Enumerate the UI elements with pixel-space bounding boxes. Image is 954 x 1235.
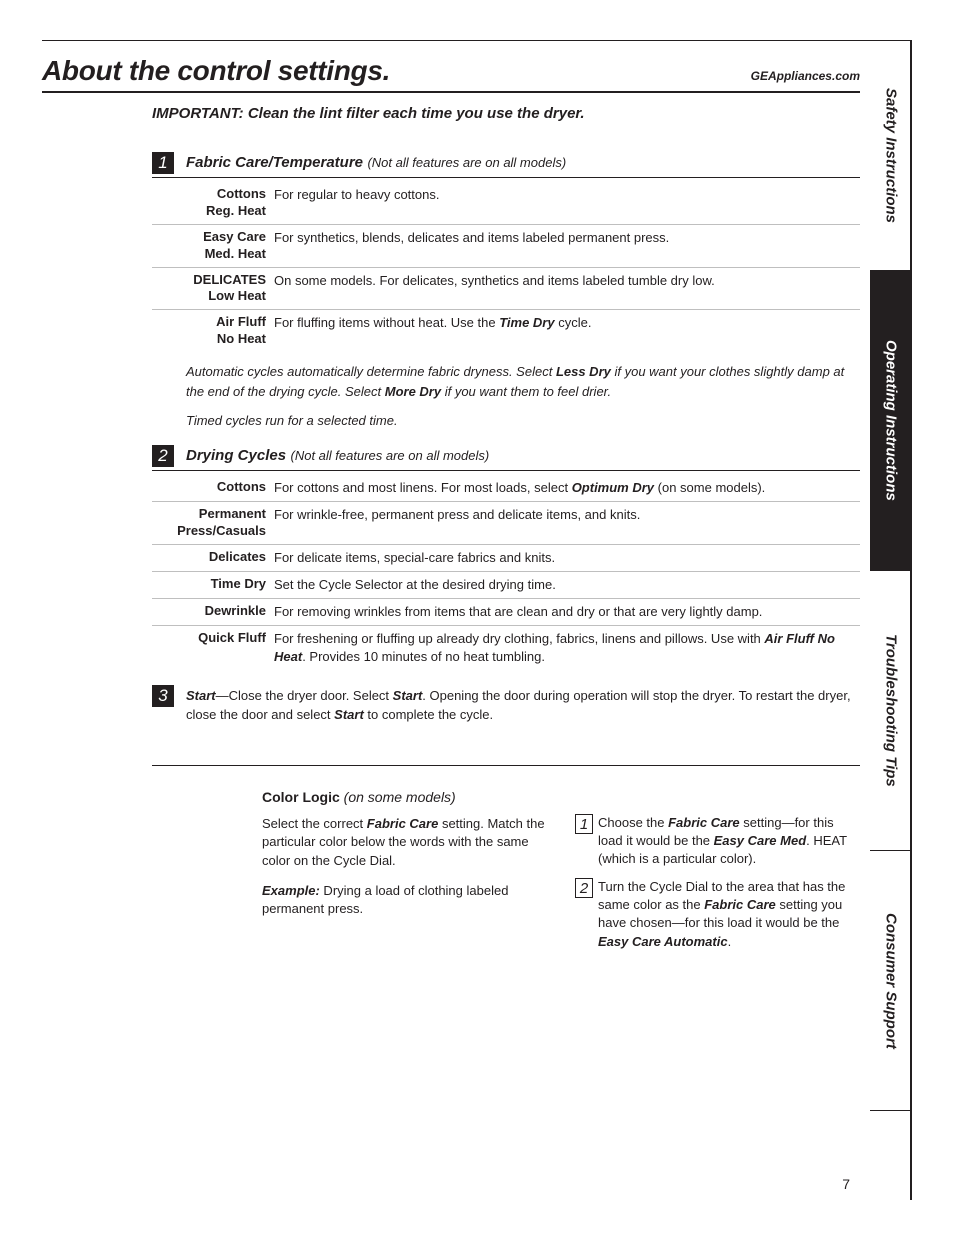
rows-container: CottonsFor cottons and most linens. For … bbox=[152, 475, 860, 671]
section-fabric-care: 1 Fabric Care/Temperature (Not all featu… bbox=[152, 152, 860, 431]
page-title: About the control settings. bbox=[42, 55, 390, 87]
setting-row: Permanent Press/CasualsFor wrinkle-free,… bbox=[152, 502, 860, 545]
color-logic-step: 2Turn the Cycle Dial to the area that ha… bbox=[575, 878, 860, 951]
setting-row: Air FluffNo HeatFor fluffing items witho… bbox=[152, 310, 860, 352]
setting-label: Quick Fluff bbox=[152, 630, 274, 666]
step-number-outline: 1 bbox=[575, 814, 593, 834]
setting-row: DelicatesFor delicate items, special-car… bbox=[152, 545, 860, 572]
setting-row: CottonsFor cottons and most linens. For … bbox=[152, 475, 860, 502]
manual-page: About the control settings. GEAppliances… bbox=[42, 40, 912, 1200]
color-logic-step: 1Choose the Fabric Care setting—for this… bbox=[575, 814, 860, 869]
setting-label: Delicates bbox=[152, 549, 274, 567]
setting-label: Time Dry bbox=[152, 576, 274, 594]
setting-label: Easy CareMed. Heat bbox=[152, 229, 274, 263]
step-number-1: 1 bbox=[152, 152, 174, 174]
color-logic-paragraph: Example: Drying a load of clothing label… bbox=[262, 882, 547, 918]
section-subtitle: (Not all features are on all models) bbox=[291, 448, 490, 463]
color-logic-paragraph: Select the correct Fabric Care setting. … bbox=[262, 815, 547, 870]
section-subtitle: (Not all features are on all models) bbox=[367, 155, 566, 170]
color-logic-left: Color Logic (on some models) Select the … bbox=[262, 788, 547, 961]
section-tab[interactable]: Safety Instructions bbox=[870, 41, 912, 271]
section-tab[interactable]: Consumer Support bbox=[870, 851, 912, 1111]
setting-row: DELICATESLow HeatOn some models. For del… bbox=[152, 268, 860, 311]
setting-row: Easy CareMed. HeatFor synthetics, blends… bbox=[152, 225, 860, 268]
section-title: Drying Cycles bbox=[186, 447, 286, 464]
setting-label: Dewrinkle bbox=[152, 603, 274, 621]
setting-label: Permanent Press/Casuals bbox=[152, 506, 274, 540]
setting-description: For regular to heavy cottons. bbox=[274, 186, 860, 220]
setting-row: CottonsReg. HeatFor regular to heavy cot… bbox=[152, 182, 860, 225]
page-header: About the control settings. GEAppliances… bbox=[42, 41, 860, 93]
section-tab[interactable]: Troubleshooting Tips bbox=[870, 571, 912, 851]
step-text: Turn the Cycle Dial to the area that has… bbox=[598, 878, 860, 951]
section-head: 1 Fabric Care/Temperature (Not all featu… bbox=[152, 152, 860, 178]
color-logic-block: Color Logic (on some models) Select the … bbox=[262, 788, 860, 961]
step-text: Choose the Fabric Care setting—for this … bbox=[598, 814, 860, 869]
timed-cycle-note: Timed cycles run for a selected time. bbox=[186, 411, 860, 431]
setting-description: For synthetics, blends, delicates and it… bbox=[274, 229, 860, 263]
setting-description: For removing wrinkles from items that ar… bbox=[274, 603, 860, 621]
color-logic-right: 1Choose the Fabric Care setting—for this… bbox=[575, 788, 860, 961]
setting-row: Quick FluffFor freshening or fluffing up… bbox=[152, 626, 860, 670]
section-head: 2 Drying Cycles (Not all features are on… bbox=[152, 445, 860, 471]
section-start: 3 Start—Close the dryer door. Select Sta… bbox=[152, 685, 860, 766]
brand-url: GEAppliances.com bbox=[751, 69, 860, 83]
setting-row: DewrinkleFor removing wrinkles from item… bbox=[152, 599, 860, 626]
setting-label: Air FluffNo Heat bbox=[152, 314, 274, 348]
section-tab[interactable]: Operating Instructions bbox=[870, 271, 912, 571]
auto-cycle-note: Automatic cycles automatically determine… bbox=[186, 362, 860, 401]
setting-description: For delicate items, special-care fabrics… bbox=[274, 549, 860, 567]
color-logic-title: Color Logic (on some models) bbox=[262, 788, 547, 808]
setting-label: Cottons bbox=[152, 479, 274, 497]
start-instructions: Start—Close the dryer door. Select Start… bbox=[186, 685, 860, 725]
setting-description: For cottons and most linens. For most lo… bbox=[274, 479, 860, 497]
setting-description: For freshening or fluffing up already dr… bbox=[274, 630, 860, 666]
setting-label: CottonsReg. Heat bbox=[152, 186, 274, 220]
section-title: Fabric Care/Temperature bbox=[186, 154, 363, 171]
setting-label: DELICATESLow Heat bbox=[152, 272, 274, 306]
setting-row: Time DrySet the Cycle Selector at the de… bbox=[152, 572, 860, 599]
section-drying-cycles: 2 Drying Cycles (Not all features are on… bbox=[152, 445, 860, 671]
setting-description: For fluffing items without heat. Use the… bbox=[274, 314, 860, 348]
important-notice: IMPORTANT: Clean the lint filter each ti… bbox=[152, 105, 860, 122]
page-number: 7 bbox=[842, 1176, 850, 1192]
setting-description: On some models. For delicates, synthetic… bbox=[274, 272, 860, 306]
side-tabs: Safety InstructionsOperating Instruction… bbox=[870, 41, 912, 1200]
rows-container: CottonsReg. HeatFor regular to heavy cot… bbox=[152, 182, 860, 352]
setting-description: Set the Cycle Selector at the desired dr… bbox=[274, 576, 860, 594]
step-number-2: 2 bbox=[152, 445, 174, 467]
step-number-outline: 2 bbox=[575, 878, 593, 898]
step-number-3: 3 bbox=[152, 685, 174, 707]
setting-description: For wrinkle-free, permanent press and de… bbox=[274, 506, 860, 540]
